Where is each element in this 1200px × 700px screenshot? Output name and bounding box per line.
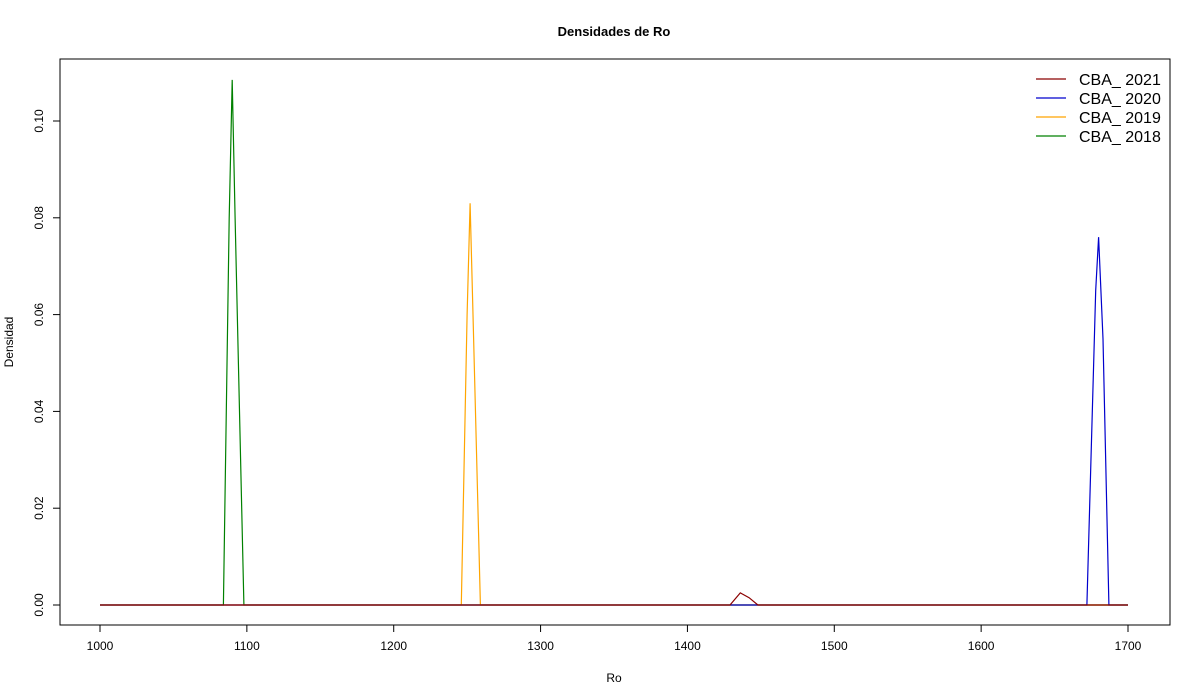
- legend-label: CBA_ 2020: [1079, 91, 1161, 108]
- y-tick-label: 0.08: [32, 206, 46, 230]
- x-axis-label: Ro: [606, 671, 622, 685]
- y-tick-label: 0.00: [32, 593, 46, 617]
- x-tick-label: 1400: [674, 639, 701, 653]
- y-axis: 0.00 0.02 0.04 0.06 0.08 0.10: [32, 109, 61, 617]
- chart-title: Densidades de Ro: [558, 24, 671, 39]
- x-tick-label: 1100: [234, 639, 260, 653]
- y-tick-label: 0.10: [32, 109, 46, 133]
- plot-frame: [59, 58, 1171, 626]
- x-tick-label: 1500: [821, 639, 848, 653]
- y-tick-label: 0.06: [32, 303, 46, 327]
- y-axis-label: Densidad: [2, 317, 16, 368]
- x-tick-label: 1200: [380, 639, 407, 653]
- x-tick-label: 1000: [87, 639, 114, 653]
- y-tick-label: 0.02: [32, 496, 46, 520]
- x-axis: 1000 1100 1200 1300 1400 1500 1600 1700: [87, 624, 1142, 653]
- series-line-cba-2021: [100, 592, 1128, 606]
- series-layer: [100, 79, 1128, 606]
- x-tick-label: 1600: [968, 639, 995, 653]
- x-tick-label: 1700: [1115, 639, 1142, 653]
- legend-label: CBA_ 2019: [1079, 110, 1161, 127]
- series-line-cba-2018: [100, 79, 1128, 606]
- series-line-cba-2020: [100, 237, 1128, 606]
- legend-label: CBA_ 2018: [1079, 129, 1161, 146]
- y-tick-label: 0.04: [32, 399, 46, 423]
- series-line-cba-2019: [100, 203, 1128, 606]
- legend-label: CBA_ 2021: [1079, 72, 1161, 89]
- x-tick-label: 1300: [527, 639, 554, 653]
- legend: CBA_ 2021 CBA_ 2020 CBA_ 2019 CBA_ 2018: [1036, 72, 1161, 146]
